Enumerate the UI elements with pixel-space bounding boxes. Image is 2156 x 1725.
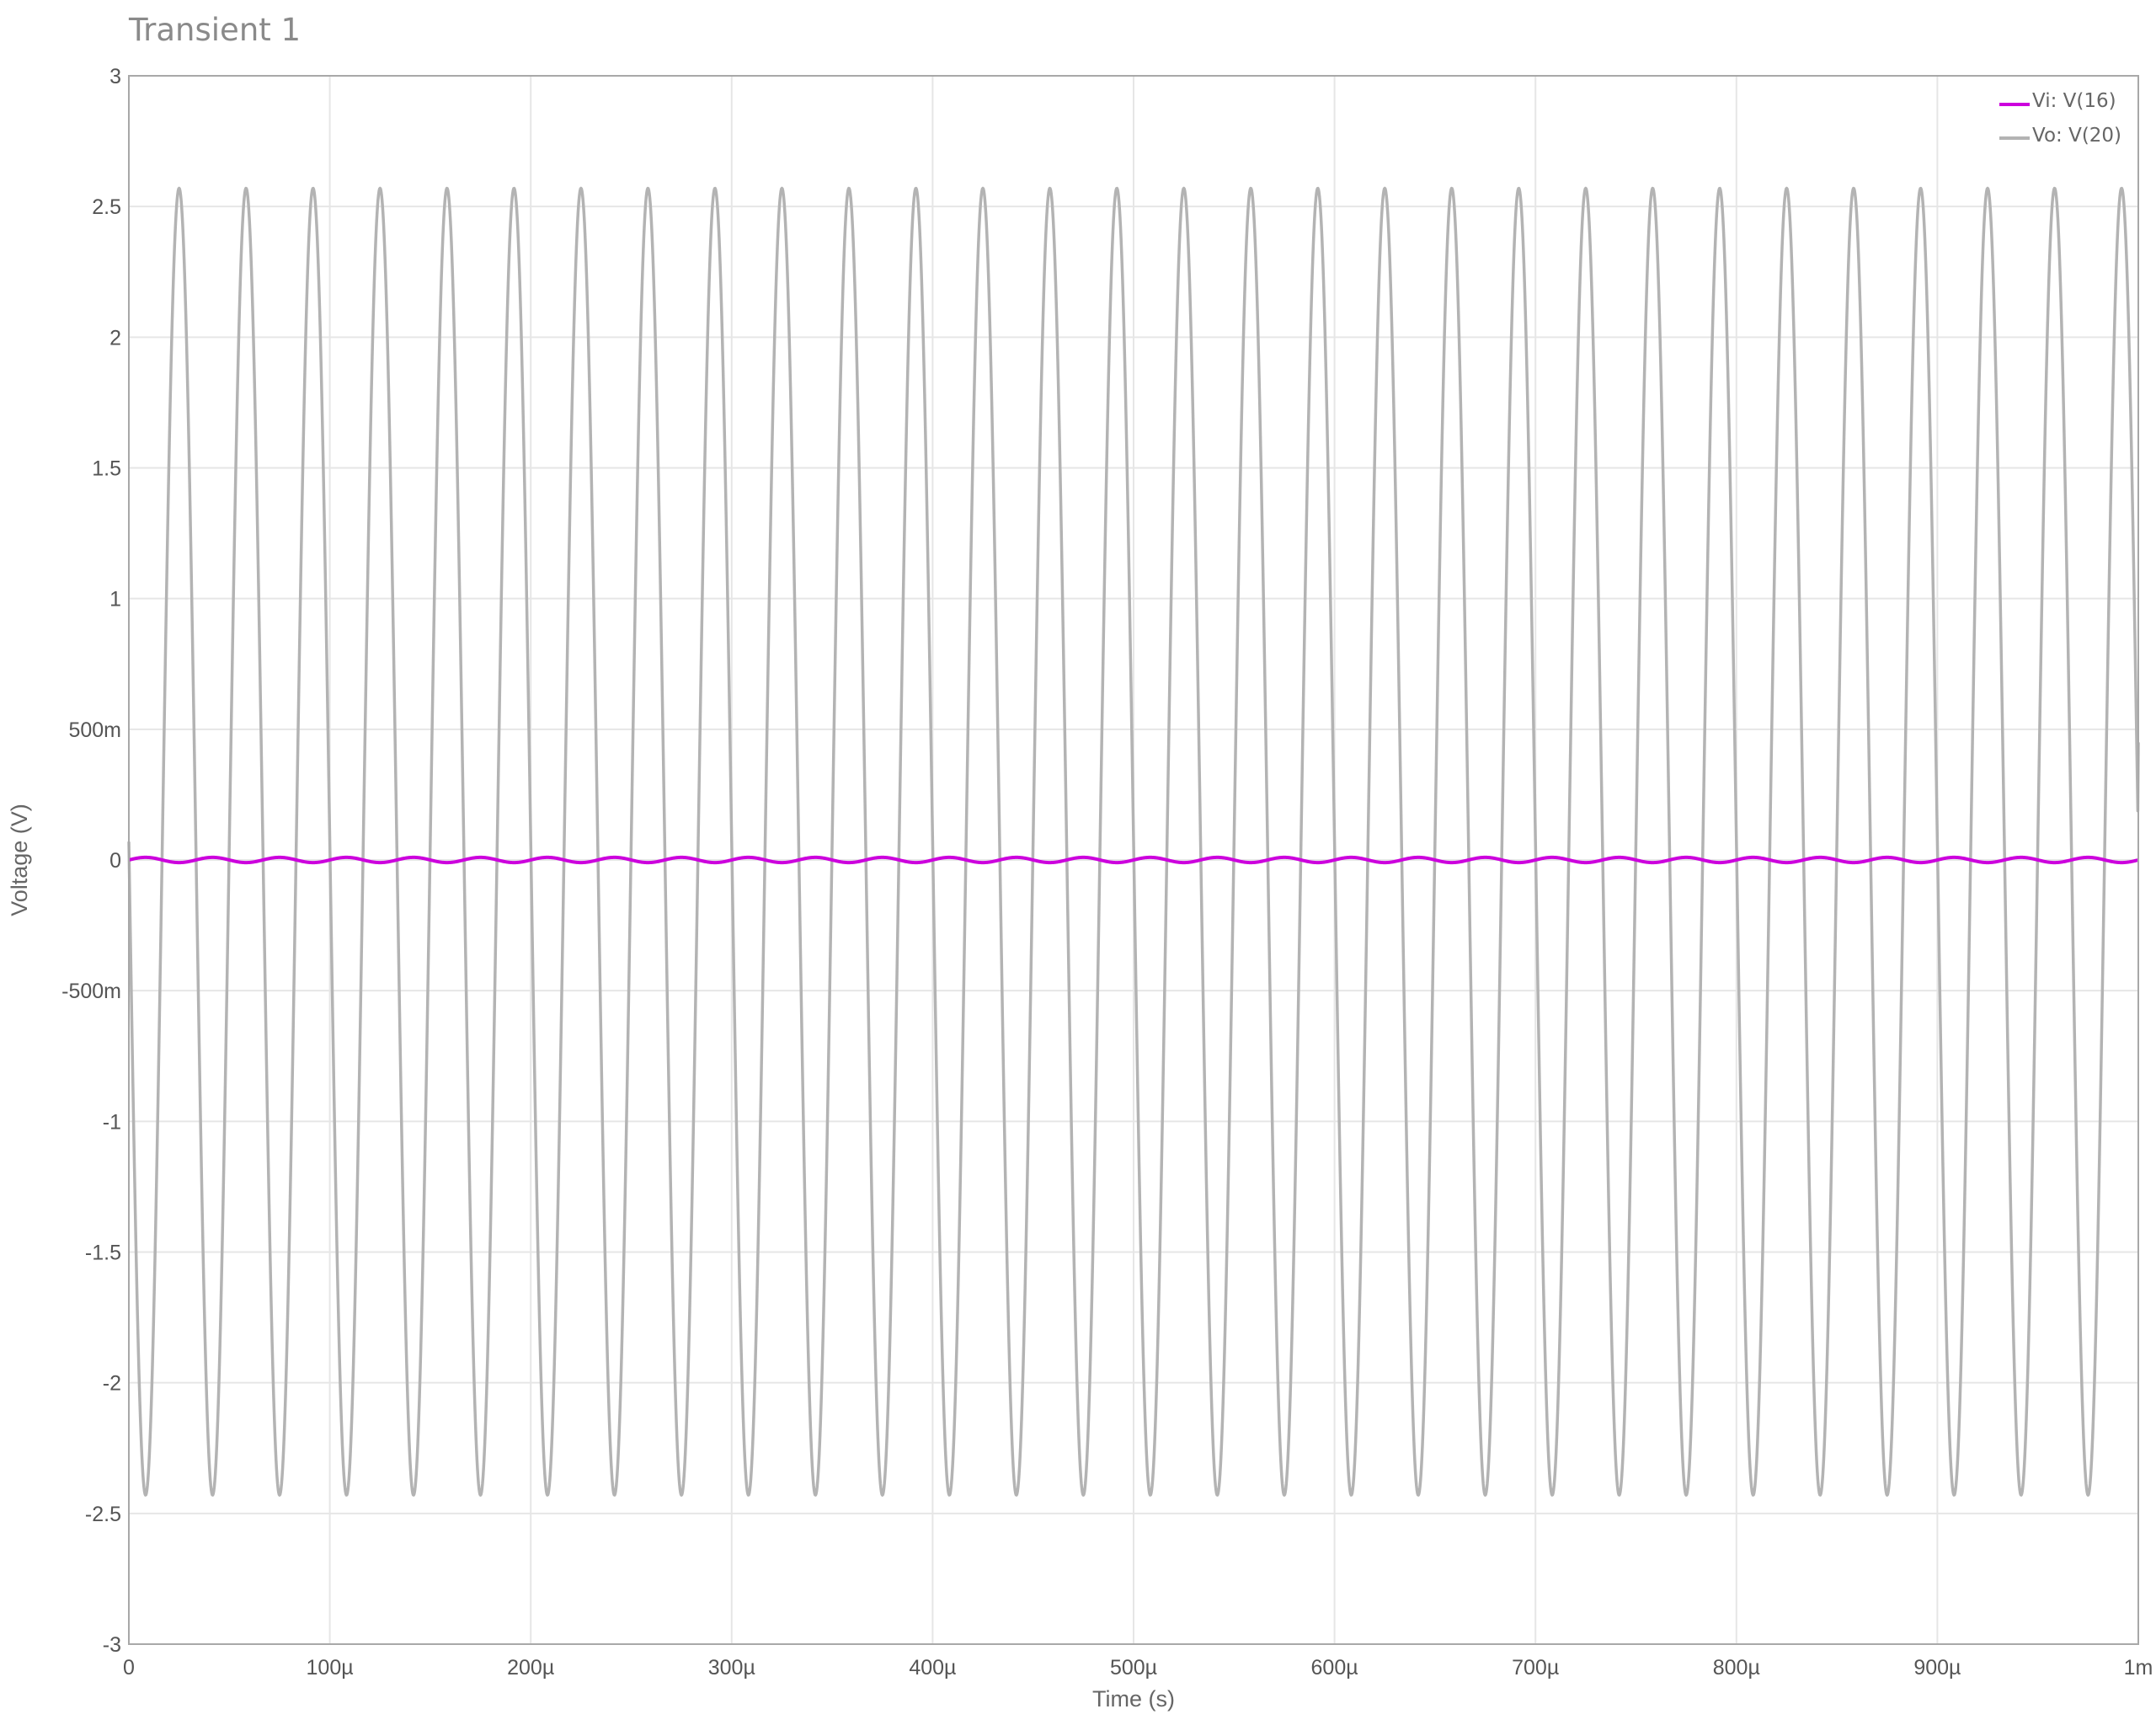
y-tick-label: 0 xyxy=(109,849,121,873)
x-tick-label: 200µ xyxy=(507,1656,554,1680)
x-tick-label: 300µ xyxy=(708,1656,755,1680)
y-axis-label: Voltage (V) xyxy=(7,804,32,916)
y-tick-label: -500m xyxy=(61,980,121,1003)
y-tick-label: -3 xyxy=(103,1633,121,1657)
plot-frame xyxy=(128,75,2139,1645)
x-axis-label: Time (s) xyxy=(1092,1686,1175,1712)
y-tick-label: 500m xyxy=(68,718,121,742)
y-tick-label: -2 xyxy=(103,1372,121,1396)
series-line-vo xyxy=(127,186,2140,1497)
series-line-vi xyxy=(127,855,2140,865)
x-tick-label: 700µ xyxy=(1512,1656,1559,1680)
series-lines xyxy=(127,186,2140,1497)
y-tick-label: 2 xyxy=(109,326,121,350)
x-tick-label: 1m xyxy=(2124,1656,2153,1680)
y-tick-label: -1 xyxy=(103,1110,121,1134)
x-tick-label: 100µ xyxy=(307,1656,354,1680)
x-tick-label: 0 xyxy=(123,1656,135,1680)
chart-title: Transient 1 xyxy=(128,12,301,48)
x-tick-label: 500µ xyxy=(1110,1656,1157,1680)
x-tick-label: 900µ xyxy=(1913,1656,1961,1680)
y-tick-label: 2.5 xyxy=(92,195,121,219)
legend-label-vi: Vi: V(16) xyxy=(2032,90,2116,112)
y-tick-label: -1.5 xyxy=(85,1242,121,1265)
y-tick-label: -2.5 xyxy=(85,1503,121,1526)
y-tick-labels: 3 2.5 2 1.5 1 500m 0 -500m -1 -1.5 -2 -2.5 -3 xyxy=(61,65,121,1657)
x-tick-label: 800µ xyxy=(1713,1656,1760,1680)
y-tick-label: 3 xyxy=(109,65,121,88)
legend-label-vo: Vo: V(20) xyxy=(2032,125,2121,147)
y-tick-label: 1.5 xyxy=(92,457,121,481)
legend: Vi: V(16) Vo: V(20) xyxy=(1999,90,2121,147)
x-tick-label: 600µ xyxy=(1311,1656,1358,1680)
y-tick-label: 1 xyxy=(109,588,121,611)
x-tick-label: 400µ xyxy=(909,1656,956,1680)
x-tick-labels: 0 100µ 200µ 300µ 400µ 500µ 600µ 700µ 800µ 900µ 1m xyxy=(123,1656,2153,1680)
